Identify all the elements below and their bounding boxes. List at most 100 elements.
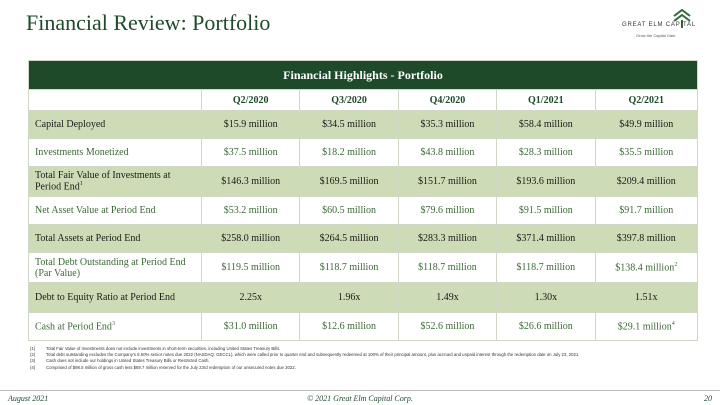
value-cell: $37.5 million [200, 138, 301, 167]
table-row: Cash at Period End3 $31.0 million $12.6 mi… [28, 312, 698, 341]
footer-rule [0, 390, 720, 391]
cell-value: $53.2 million [223, 205, 278, 216]
footnote-text: Total Fair Value of Investments does not… [46, 346, 281, 351]
table-row: Total Debt Outstanding at Period End (Pa… [28, 252, 698, 283]
value-cell: $138.4 million2 [594, 252, 698, 283]
cell-value: $34.5 million [322, 119, 377, 130]
row-label: Total Debt Outstanding at Period End (Pa… [35, 256, 186, 279]
cell-value: $31.0 million [223, 321, 278, 332]
table-title-row: Financial Highlights - Portfolio [28, 60, 698, 90]
footnote-text: Cash does not include our holdings in Un… [46, 358, 210, 364]
footnote-marker: (4) [30, 364, 36, 370]
value-cell: $43.8 million [397, 138, 498, 167]
value-cell: $264.5 million [299, 224, 399, 253]
cell-value: $146.3 million [221, 176, 281, 187]
value-cell: $35.3 million [397, 110, 498, 139]
value-cell: $258.0 million [200, 224, 301, 253]
cell-value: $12.6 million [322, 321, 377, 332]
cell-value: $29.1 million [617, 321, 672, 333]
value-cell: $209.4 million [594, 166, 698, 197]
footer-copyright: © 2021 Great Elm Capital Corp. [307, 394, 413, 403]
table-row: Capital Deployed $15.9 million $34.5 milli… [28, 110, 698, 139]
footnote: (3) Cash does not include our holdings in… [30, 358, 690, 364]
value-cell: $18.2 million [299, 138, 399, 167]
cell-value: $28.3 million [518, 147, 573, 158]
footnote-ref: 3 [111, 320, 115, 327]
value-cell: 1.30x [496, 282, 596, 313]
value-cell: 1.49x [397, 282, 498, 313]
footnote-ref: 1 [79, 181, 83, 188]
value-cell: $283.3 million [397, 224, 498, 253]
cell-value: 1.51x [635, 292, 658, 303]
value-cell: $146.3 million [200, 166, 301, 197]
cell-value: $397.8 million [616, 233, 676, 244]
value-cell: $35.5 million [594, 138, 698, 167]
value-cell: $119.5 million [200, 252, 301, 283]
column-header: Q2/2021 [594, 89, 698, 111]
row-label: Total Fair Value of Investments at Perio… [35, 170, 171, 193]
footnote-marker: (3) [30, 358, 36, 364]
logo-tagline: Grow the Capital Gain [636, 33, 676, 38]
cell-value: $52.6 million [420, 321, 475, 332]
footnote-marker: (1) [30, 346, 36, 351]
value-cell: $28.3 million [496, 138, 596, 167]
cell-value: 1.96x [337, 292, 361, 303]
column-header: Q3/2020 [299, 89, 399, 111]
cell-value: $118.7 million [516, 262, 576, 273]
footnote: (2) Total debt outstanding excludes the C… [30, 352, 690, 358]
row-label-cell: Total Debt Outstanding at Period End (Pa… [28, 252, 202, 283]
value-cell: $169.5 million [299, 166, 399, 197]
row-label: Debt to Equity Ratio at Period End [35, 292, 175, 303]
value-cell: $371.4 million [496, 224, 596, 253]
column-header: Q4/2020 [397, 89, 498, 111]
corner-cell [28, 89, 202, 111]
value-cell: $29.1 million4 [594, 312, 698, 341]
value-cell: $53.2 million [200, 196, 301, 225]
row-label-cell: Cash at Period End3 [28, 312, 202, 341]
value-cell: $91.7 million [594, 196, 698, 225]
cell-value: $91.5 million [518, 205, 573, 216]
cell-value: $18.2 million [322, 147, 377, 158]
footnotes: (1) Total Fair Value of Investments does … [30, 346, 690, 371]
value-cell: 1.96x [299, 282, 399, 313]
table-row: Debt to Equity Ratio at Period End 2.25x 1… [28, 282, 698, 313]
cell-value: $169.5 million [319, 176, 379, 187]
cell-value: $37.5 million [223, 147, 278, 158]
footnote-ref: 4 [671, 320, 675, 327]
row-label-cell: Capital Deployed [28, 110, 202, 139]
cell-value: $49.9 million [619, 119, 674, 130]
value-cell: $118.7 million [397, 252, 498, 283]
row-label: Cash at Period End [35, 321, 112, 333]
cell-value: $26.6 million [518, 321, 573, 332]
footnote-text: Comprised of $98.5 million of gross cash… [46, 364, 296, 370]
row-label-cell: Investments Monetized [28, 138, 202, 167]
row-label-cell: Debt to Equity Ratio at Period End [28, 282, 202, 313]
cell-value: 1.30x [534, 292, 558, 303]
logo-name: GREAT ELM CAPITAL [622, 22, 696, 28]
cell-value: $119.5 million [221, 262, 280, 273]
value-cell: $118.7 million [496, 252, 596, 283]
footnote-text: Total debt outstanding excludes the Comp… [46, 352, 580, 358]
value-cell: $49.9 million [594, 110, 698, 139]
row-label: Capital Deployed [35, 119, 106, 130]
cell-value: $58.4 million [518, 119, 573, 130]
logo: GREAT ELM CAPITAL Grow the Capital Gain [622, 8, 714, 44]
table-title: Financial Highlights - Portfolio [28, 60, 698, 90]
row-label: Investments Monetized [35, 147, 129, 158]
value-cell: $91.5 million [496, 196, 596, 225]
row-label-cell: Total Assets at Period End [28, 224, 202, 253]
value-cell: $12.6 million [299, 312, 399, 341]
column-header-row: Q2/2020 Q3/2020 Q4/2020 Q1/2021 Q2/2021 [28, 89, 698, 111]
value-cell: $118.7 million [299, 252, 399, 283]
row-label-cell: Net Asset Value at Period End [28, 196, 202, 225]
footer-date: August 2021 [8, 394, 49, 403]
table-row: Net Asset Value at Period End $53.2 milli… [28, 196, 698, 225]
cell-value: $15.9 million [223, 119, 278, 130]
cell-value: $193.6 million [516, 176, 576, 187]
cell-value: 2.25x [239, 292, 262, 303]
cell-value: $79.6 million [420, 205, 475, 216]
row-label: Net Asset Value at Period End [35, 205, 156, 216]
cell-value: $60.5 million [322, 205, 377, 216]
cell-value: $151.7 million [417, 176, 477, 187]
